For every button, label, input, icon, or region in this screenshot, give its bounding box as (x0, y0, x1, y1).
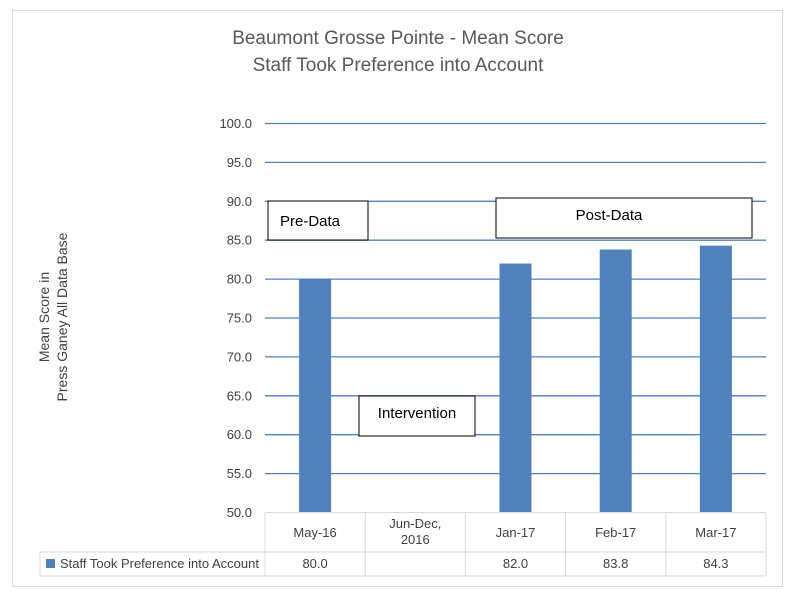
pre-data-box (267, 200, 369, 241)
y-tick-label: 80.0 (227, 272, 252, 287)
bar (299, 279, 332, 513)
intervention-box (358, 395, 476, 437)
x-category-label: Feb-17 (595, 525, 636, 540)
y-tick-labels: 50.0 55.0 60.0 65.0 70.0 75.0 80.0 85.0 90.0 95.0… (219, 116, 252, 520)
bar (599, 249, 632, 513)
y-axis-label-line-1: Mean Score in (36, 272, 52, 362)
y-tick-label: 100.0 (219, 116, 252, 131)
x-category-label: Mar-17 (695, 525, 736, 540)
x-category-label: May-16 (293, 525, 336, 540)
legend-swatch (46, 559, 55, 568)
intervention-label: Intervention (378, 405, 456, 422)
series-name-label: Staff Took Preference into Account (60, 556, 259, 571)
data-table-value: 84.3 (703, 556, 728, 571)
y-tick-label: 65.0 (227, 388, 252, 403)
y-tick-label: 60.0 (227, 427, 252, 442)
chart-frame (12, 10, 783, 587)
data-table-value: 83.8 (603, 556, 628, 571)
chart-title-line-2: Staff Took Preference into Account (253, 55, 545, 76)
data-table-value: 82.0 (503, 556, 528, 571)
y-tick-label: 95.0 (227, 155, 252, 170)
post-data-label: Post-Data (576, 207, 643, 224)
x-category-label: Jun-Dec, (389, 516, 441, 531)
pre-data-label: Pre-Data (280, 213, 341, 230)
y-tick-label: 70.0 (227, 349, 252, 364)
chart-title-line-1: Beaumont Grosse Pointe - Mean Score (232, 28, 564, 49)
x-category-label: 2016 (401, 532, 430, 547)
data-table-value: 80.0 (302, 556, 327, 571)
bar (499, 263, 532, 513)
y-tick-label: 75.0 (227, 311, 252, 326)
x-category-label: Jan-17 (496, 525, 536, 540)
data-table: May-16 Jun-Dec,2016 Jan-17 Feb-17 Mar-17 Staf… (39, 512, 767, 577)
bars (299, 245, 732, 513)
y-tick-label: 50.0 (227, 505, 252, 520)
y-tick-label: 55.0 (227, 466, 252, 481)
y-axis-label-line-2: Press Ganey All Data Base (54, 232, 70, 401)
bar (699, 245, 732, 513)
y-tick-label: 85.0 (227, 233, 252, 248)
y-tick-label: 90.0 (227, 194, 252, 209)
post-data-box (495, 197, 753, 239)
